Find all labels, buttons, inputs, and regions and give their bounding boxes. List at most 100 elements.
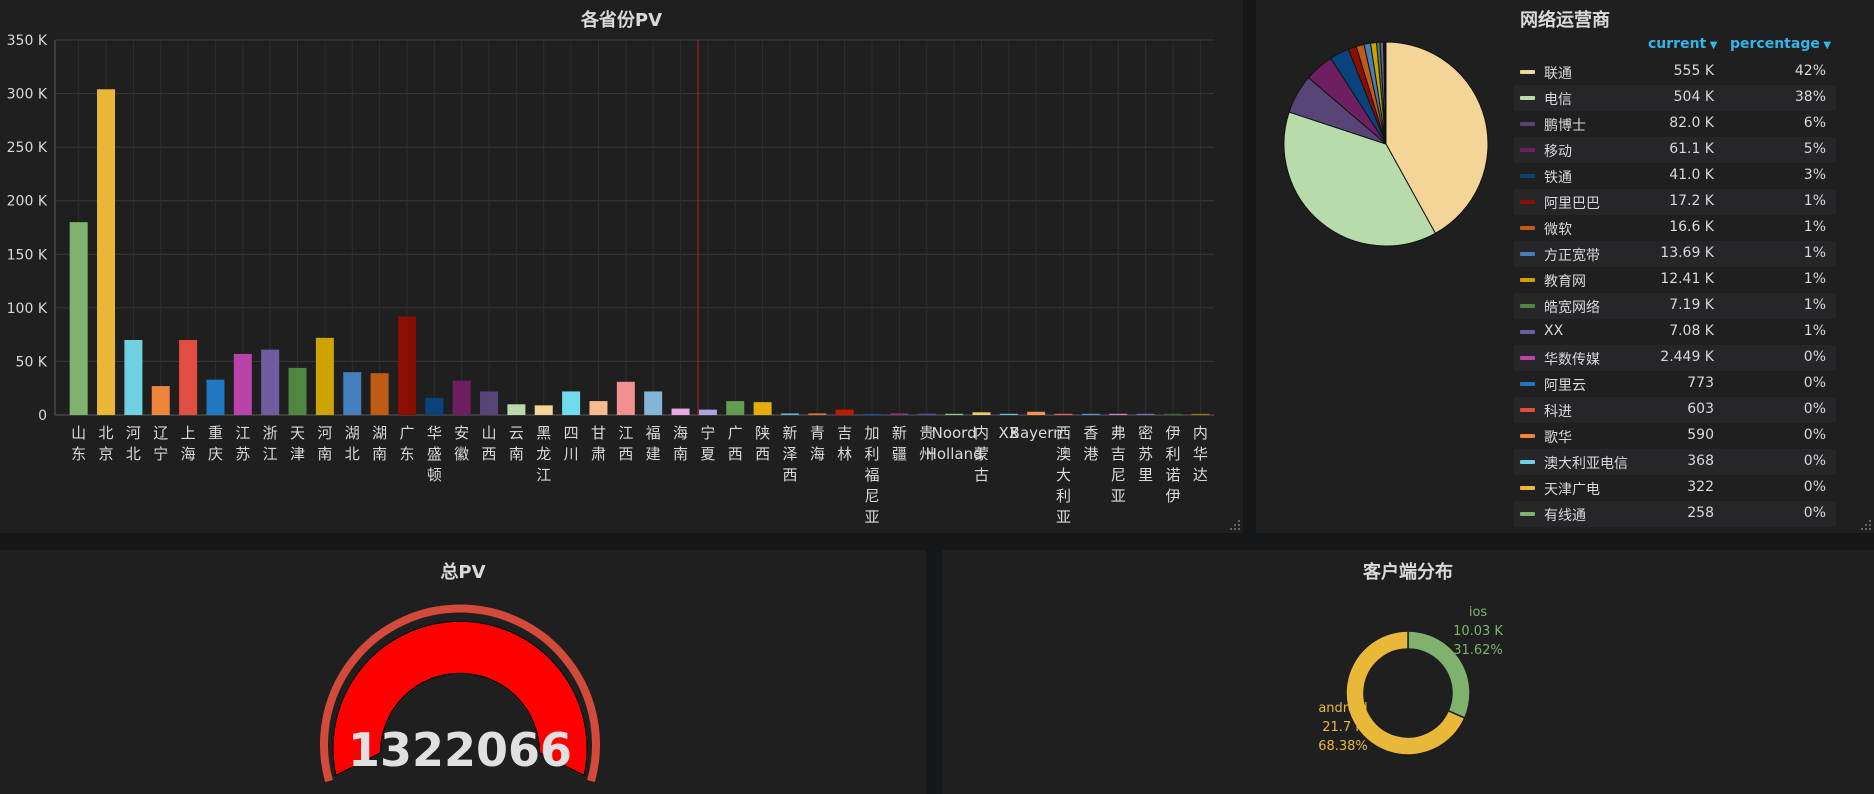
legend-color-swatch[interactable] bbox=[1520, 460, 1535, 464]
legend-color-swatch[interactable] bbox=[1520, 356, 1535, 360]
legend-name[interactable]: 科进 bbox=[1544, 404, 1572, 420]
legend-row[interactable]: 移动 61.1 K 5% bbox=[1514, 137, 1836, 163]
legend-color-swatch[interactable] bbox=[1520, 486, 1535, 490]
bar-新泽西[interactable] bbox=[780, 413, 799, 415]
legend-color-swatch[interactable] bbox=[1520, 148, 1535, 152]
bar-广西[interactable] bbox=[726, 401, 745, 415]
bar-香港[interactable] bbox=[1081, 413, 1100, 415]
legend-name[interactable]: 皓宽网络 bbox=[1544, 300, 1600, 316]
bar-内华达[interactable] bbox=[1191, 413, 1210, 415]
legend-row[interactable]: XX 7.08 K 1% bbox=[1514, 319, 1836, 345]
bar-西澳大利亚[interactable] bbox=[1054, 413, 1073, 415]
legend-name[interactable]: 澳大利亚电信 bbox=[1544, 456, 1628, 472]
bar-宁夏[interactable] bbox=[698, 409, 717, 415]
legend-color-swatch[interactable] bbox=[1520, 382, 1535, 386]
bar-黑龙江[interactable] bbox=[534, 405, 553, 415]
legend-name[interactable]: 阿里巴巴 bbox=[1544, 196, 1600, 212]
legend-color-swatch[interactable] bbox=[1520, 304, 1535, 308]
bar-甘肃[interactable] bbox=[589, 401, 608, 415]
legend-color-swatch[interactable] bbox=[1520, 278, 1535, 282]
bar-福建[interactable] bbox=[644, 391, 663, 415]
legend-name[interactable]: XX bbox=[1544, 323, 1564, 339]
legend-row[interactable]: 华数传媒 2.449 K 0% bbox=[1514, 345, 1836, 371]
legend-color-swatch[interactable] bbox=[1520, 200, 1535, 204]
legend-row[interactable]: 天津广电 322 0% bbox=[1514, 475, 1836, 501]
bar-青海[interactable] bbox=[808, 413, 827, 415]
legend-row[interactable]: 铁通 41.0 K 3% bbox=[1514, 163, 1836, 189]
legend-color-swatch[interactable] bbox=[1520, 408, 1535, 412]
panel-title[interactable]: 总PV bbox=[440, 562, 486, 583]
legend-name[interactable]: 教育网 bbox=[1544, 274, 1586, 290]
bar-山东[interactable] bbox=[69, 222, 88, 415]
legend-row[interactable]: 电信 504 K 38% bbox=[1514, 85, 1836, 111]
bar-广东[interactable] bbox=[397, 316, 416, 415]
legend-row[interactable]: 鹏博士 82.0 K 6% bbox=[1514, 111, 1836, 137]
bar-湖南[interactable] bbox=[370, 373, 389, 415]
legend-name[interactable]: 方正宽带 bbox=[1544, 248, 1600, 264]
legend-name[interactable]: 有线通 bbox=[1544, 508, 1586, 524]
legend-row[interactable]: 澳大利亚电信 368 0% bbox=[1514, 449, 1836, 475]
bar-江西[interactable] bbox=[616, 381, 635, 415]
legend-row[interactable]: 有线通 258 0% bbox=[1514, 501, 1836, 527]
bar-上海[interactable] bbox=[179, 340, 198, 415]
legend-name[interactable]: 电信 bbox=[1544, 92, 1572, 108]
legend-name[interactable]: 鹏博士 bbox=[1544, 118, 1586, 134]
bar-新疆[interactable] bbox=[890, 413, 909, 415]
pie-slice-联通[interactable] bbox=[1385, 41, 1489, 234]
legend-color-swatch[interactable] bbox=[1520, 96, 1535, 100]
bar-内蒙古[interactable] bbox=[972, 412, 991, 415]
bar-Noord-Holland[interactable] bbox=[945, 413, 964, 415]
bar-贵州[interactable] bbox=[917, 413, 936, 415]
bar-XX[interactable] bbox=[999, 413, 1018, 415]
sort-current-header[interactable]: current ▼ bbox=[1648, 36, 1717, 52]
bar-重庆[interactable] bbox=[206, 379, 225, 415]
legend-name[interactable]: 歌华 bbox=[1544, 430, 1572, 446]
bar-山西[interactable] bbox=[480, 391, 499, 415]
legend-color-swatch[interactable] bbox=[1520, 434, 1535, 438]
legend-color-swatch[interactable] bbox=[1520, 252, 1535, 256]
donut-slice-android[interactable] bbox=[1345, 630, 1466, 756]
bar-河南[interactable] bbox=[315, 337, 334, 415]
bar-吉林[interactable] bbox=[835, 409, 854, 415]
legend-row[interactable]: 方正宽带 13.69 K 1% bbox=[1514, 241, 1836, 267]
bar-海南[interactable] bbox=[671, 408, 690, 415]
bar-辽宁[interactable] bbox=[151, 386, 170, 415]
legend-row[interactable]: 阿里云 773 0% bbox=[1514, 371, 1836, 397]
legend-row[interactable]: 科进 603 0% bbox=[1514, 397, 1836, 423]
bar-伊利诺伊[interactable] bbox=[1163, 413, 1182, 415]
bar-华盛顿[interactable] bbox=[425, 397, 444, 415]
legend-color-swatch[interactable] bbox=[1520, 174, 1535, 178]
bar-湖北[interactable] bbox=[343, 372, 362, 415]
legend-name[interactable]: 移动 bbox=[1544, 144, 1572, 160]
legend-name[interactable]: 联通 bbox=[1544, 66, 1572, 82]
legend-name[interactable]: 铁通 bbox=[1544, 170, 1572, 186]
legend-row[interactable]: 皓宽网络 7.19 K 1% bbox=[1514, 293, 1836, 319]
legend-color-swatch[interactable] bbox=[1520, 122, 1535, 126]
bar-加利福尼亚[interactable] bbox=[863, 413, 882, 415]
legend-color-swatch[interactable] bbox=[1520, 70, 1535, 74]
bar-密苏里[interactable] bbox=[1136, 413, 1155, 415]
legend-color-swatch[interactable] bbox=[1520, 226, 1535, 230]
bar-安徽[interactable] bbox=[452, 380, 471, 415]
legend-name[interactable]: 微软 bbox=[1544, 222, 1572, 238]
bar-河北[interactable] bbox=[124, 340, 143, 415]
resize-handle-icon[interactable] bbox=[1230, 520, 1240, 530]
legend-color-swatch[interactable] bbox=[1520, 330, 1535, 334]
bar-天津[interactable] bbox=[288, 367, 307, 415]
sort-percentage-header[interactable]: percentage ▼ bbox=[1730, 36, 1831, 52]
panel-title[interactable]: 网络运营商 bbox=[1520, 10, 1610, 31]
legend-color-swatch[interactable] bbox=[1520, 512, 1535, 516]
legend-name[interactable]: 阿里云 bbox=[1544, 378, 1586, 394]
legend-row[interactable]: 联通 555 K 42% bbox=[1514, 59, 1836, 85]
bar-江苏[interactable] bbox=[233, 353, 252, 415]
legend-row[interactable]: 阿里巴巴 17.2 K 1% bbox=[1514, 189, 1836, 215]
bar-云南[interactable] bbox=[507, 404, 526, 415]
pie-slice-电信[interactable] bbox=[1283, 111, 1437, 247]
panel-title[interactable]: 客户端分布 bbox=[1363, 562, 1453, 583]
legend-row[interactable]: 教育网 12.41 K 1% bbox=[1514, 267, 1836, 293]
legend-row[interactable]: 微软 16.6 K 1% bbox=[1514, 215, 1836, 241]
resize-handle-icon[interactable] bbox=[1861, 520, 1871, 530]
bar-北京[interactable] bbox=[97, 89, 116, 416]
legend-name[interactable]: 华数传媒 bbox=[1544, 352, 1600, 368]
bar-陕西[interactable] bbox=[753, 402, 772, 415]
